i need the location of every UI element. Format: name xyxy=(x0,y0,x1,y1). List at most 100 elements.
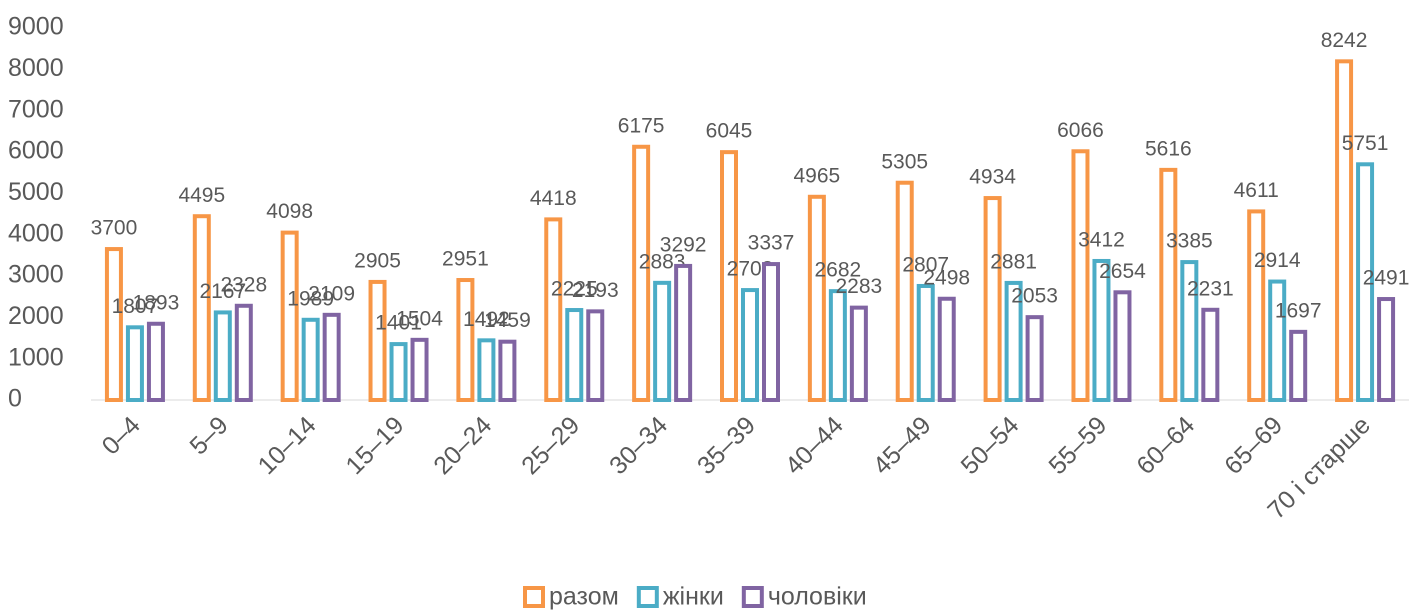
bar xyxy=(828,289,847,403)
data-label: 2231 xyxy=(1187,277,1234,300)
y-tick-label: 4000 xyxy=(8,219,64,247)
legend-label: жінки xyxy=(663,583,724,611)
bar xyxy=(1071,149,1090,402)
bar xyxy=(301,317,320,402)
data-label: 2951 xyxy=(442,248,489,271)
x-tick-label: 60–64 xyxy=(1131,411,1200,480)
data-label: 1504 xyxy=(396,307,443,330)
data-label: 2283 xyxy=(836,275,883,298)
data-label: 2883 xyxy=(639,250,686,273)
bar xyxy=(125,325,144,402)
data-label: 2225 xyxy=(551,278,598,301)
x-tick-label: 35–39 xyxy=(692,411,761,480)
bar xyxy=(322,312,341,402)
bar xyxy=(1004,280,1023,403)
data-label: 3412 xyxy=(1078,229,1125,252)
bar xyxy=(192,214,211,402)
legend-swatch xyxy=(523,586,545,608)
data-label: 6045 xyxy=(706,120,753,143)
y-tick-label: 3000 xyxy=(8,261,64,289)
data-label: 2807 xyxy=(902,254,949,277)
bar xyxy=(586,309,605,402)
data-label: 2654 xyxy=(1099,260,1146,283)
bar xyxy=(477,338,496,402)
x-tick-label: 5–9 xyxy=(184,411,233,460)
data-label: 3385 xyxy=(1166,230,1213,253)
y-tick-label: 9000 xyxy=(8,13,64,41)
bar xyxy=(544,217,563,402)
data-label: 2491 xyxy=(1363,267,1410,290)
bar xyxy=(1025,315,1044,402)
x-tick-label: 45–49 xyxy=(868,411,937,480)
data-label: 2109 xyxy=(308,282,355,305)
bar xyxy=(849,305,868,402)
x-tick-label: 65–69 xyxy=(1219,411,1288,480)
data-label: 2914 xyxy=(1254,249,1301,272)
data-label: 6175 xyxy=(618,114,665,137)
bar xyxy=(937,296,956,402)
x-tick-label: 15–19 xyxy=(340,411,409,480)
data-label: 2708 xyxy=(727,258,774,281)
bar xyxy=(807,194,826,402)
x-tick-label: 20–24 xyxy=(428,411,497,480)
bar xyxy=(653,280,672,402)
data-label: 2682 xyxy=(815,259,862,282)
bar xyxy=(1377,297,1396,402)
bar xyxy=(410,337,429,402)
bar xyxy=(213,310,232,402)
x-tick-label: 10–14 xyxy=(253,411,322,480)
bar xyxy=(1201,307,1220,403)
bar xyxy=(741,288,759,402)
y-tick-label: 7000 xyxy=(8,95,64,123)
data-label: 5305 xyxy=(881,150,928,173)
bar xyxy=(674,263,693,402)
y-tick-label: 1000 xyxy=(8,343,64,371)
bar xyxy=(1113,290,1132,402)
data-label: 1807 xyxy=(112,295,159,318)
data-label: 2053 xyxy=(1011,285,1058,308)
data-label: 4934 xyxy=(969,166,1016,189)
x-tick-label: 0–4 xyxy=(97,411,146,460)
data-label: 1697 xyxy=(1275,299,1322,322)
bar xyxy=(565,308,584,402)
data-label: 4611 xyxy=(1234,179,1279,202)
data-label: 8242 xyxy=(1321,29,1368,52)
data-label: 3337 xyxy=(748,232,795,255)
data-label: 1989 xyxy=(287,287,334,310)
legend-swatch xyxy=(636,586,659,608)
x-tick-label: 40–44 xyxy=(780,411,849,480)
bar xyxy=(234,303,253,402)
data-label: 1492 xyxy=(463,308,510,331)
y-tick-label: 5000 xyxy=(8,178,64,206)
data-label: 1459 xyxy=(484,309,531,332)
bar xyxy=(1180,260,1199,402)
data-label: 2193 xyxy=(572,279,619,302)
bar xyxy=(1356,162,1375,402)
data-label: 1893 xyxy=(133,291,180,314)
data-label: 2328 xyxy=(220,273,267,296)
data-label: 5751 xyxy=(1342,132,1389,155)
bar xyxy=(762,262,780,403)
data-label: 2881 xyxy=(990,250,1037,273)
data-label: 3700 xyxy=(91,217,138,240)
x-tick-label: 55–59 xyxy=(1043,411,1112,480)
legend-swatch xyxy=(741,586,764,608)
bar xyxy=(498,339,517,403)
bar xyxy=(983,196,1002,402)
data-label: 4965 xyxy=(794,164,841,187)
data-label: 2498 xyxy=(923,266,970,289)
bar xyxy=(1159,167,1178,402)
bar xyxy=(146,321,165,403)
bar xyxy=(895,180,914,402)
bar xyxy=(632,144,651,402)
x-tick-label: 25–29 xyxy=(516,411,585,480)
x-tick-label: 50–54 xyxy=(956,411,1025,480)
bar xyxy=(720,150,738,402)
bar xyxy=(368,279,387,402)
data-label: 2905 xyxy=(354,249,401,272)
data-label: 2167 xyxy=(199,280,246,303)
data-label: 4418 xyxy=(530,187,577,210)
data-label: 5616 xyxy=(1145,137,1192,160)
legend-label: чоловіки xyxy=(768,583,867,611)
